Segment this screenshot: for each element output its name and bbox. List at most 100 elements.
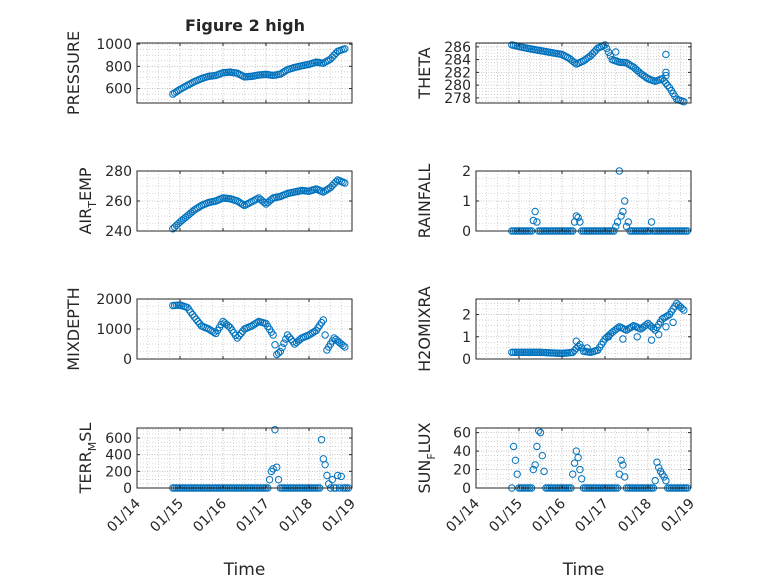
data-point	[287, 335, 295, 344]
y-tick-label: 800	[105, 59, 132, 75]
data-point	[185, 306, 193, 314]
data-point	[328, 475, 336, 484]
y-tick-label: 20	[453, 463, 471, 479]
data-point	[321, 331, 329, 339]
y-axis-label-sunflux: SUNFLUX	[415, 422, 438, 493]
data-point	[570, 58, 579, 67]
axes-frame-sunflux	[475, 427, 692, 489]
y-ticks-rainfall: 0 1 2	[462, 164, 691, 240]
data-point	[617, 456, 625, 465]
data-point	[680, 306, 688, 314]
data-point	[273, 463, 281, 471]
data-point	[570, 218, 579, 226]
data-point	[285, 333, 293, 341]
data-point	[669, 318, 677, 327]
data-point	[613, 324, 622, 332]
data-point	[339, 341, 347, 350]
data-point	[569, 470, 577, 478]
y-tick-label: 0	[462, 481, 471, 497]
y-tick-label: 600	[105, 82, 132, 98]
data-point	[576, 218, 584, 226]
y-tick-label: 0	[462, 352, 471, 368]
data-point	[308, 329, 317, 337]
data-point	[533, 218, 541, 226]
data-point	[319, 59, 328, 67]
data-point	[624, 60, 632, 68]
axes-frame-terrmsl	[136, 427, 353, 489]
data-point	[612, 48, 620, 56]
data-point	[341, 343, 349, 351]
data-point	[183, 303, 191, 312]
data-point	[233, 197, 242, 205]
data-point	[278, 69, 286, 77]
data-point	[662, 71, 670, 80]
panel-airtemp: 240 260 280 AIRTEMP	[76, 164, 353, 240]
data-point	[604, 48, 613, 56]
data-point	[319, 188, 328, 196]
x-ticks-theta	[475, 43, 692, 103]
data-point	[660, 473, 668, 481]
y-tick-label: 280	[105, 164, 132, 180]
data-point	[662, 68, 670, 77]
y-ticks-airtemp: 240 260 280	[105, 164, 352, 240]
data-point	[269, 331, 277, 339]
y-tick-label: 2	[462, 308, 471, 324]
data-point	[176, 85, 184, 94]
y-tick-label: 60	[453, 426, 471, 442]
data-point	[194, 204, 202, 212]
data-point	[274, 349, 283, 357]
data-point	[662, 313, 670, 321]
data-point	[265, 475, 274, 484]
data-point	[647, 336, 656, 344]
data-point	[260, 198, 268, 207]
data-point	[649, 324, 658, 333]
data-point	[321, 460, 329, 469]
y-tick-label: 600	[105, 431, 132, 447]
data-point	[237, 329, 245, 338]
y-ticks-mixdepth: 0 1000 2000	[96, 292, 352, 368]
data-point	[624, 325, 632, 333]
data-point	[210, 328, 218, 337]
data-point	[622, 326, 631, 334]
data-point	[601, 41, 609, 49]
axes-frame-theta	[475, 42, 692, 104]
data-point	[204, 325, 213, 333]
x-axis-label-terrmsl: Time	[223, 560, 266, 580]
y-tick-label: 1000	[96, 37, 132, 53]
panel-h2omixra: 0 1 2 H2OMIXRA	[415, 286, 692, 372]
data-point	[276, 347, 285, 356]
data-point	[621, 473, 629, 481]
data-point	[576, 465, 584, 474]
data-point	[626, 61, 634, 69]
data-point	[253, 318, 261, 327]
data-point	[325, 480, 333, 488]
data-point	[572, 337, 581, 345]
data-point	[269, 465, 277, 473]
data-point	[239, 200, 247, 209]
data-point	[224, 322, 233, 330]
data-point	[278, 343, 286, 352]
markers-pressure	[169, 45, 349, 98]
data-point	[194, 317, 202, 326]
data-point	[187, 308, 195, 316]
data-point	[621, 197, 629, 205]
data-point	[617, 212, 625, 220]
data-point	[540, 467, 548, 476]
data-point	[283, 331, 292, 339]
data-point	[341, 179, 349, 187]
data-point	[662, 476, 670, 485]
y-tick-label: 0	[462, 224, 471, 240]
panel-mixdepth: 0 1000 2000 MIXDEPTH	[64, 287, 353, 371]
data-point	[513, 470, 521, 478]
y-tick-label: 1000	[96, 322, 132, 338]
minor-grid-sunflux	[476, 427, 691, 488]
data-point	[664, 81, 672, 90]
data-point	[626, 324, 634, 332]
data-point	[531, 461, 539, 469]
data-point	[604, 333, 613, 341]
major-grid-theta	[476, 43, 691, 103]
data-point	[622, 59, 631, 67]
